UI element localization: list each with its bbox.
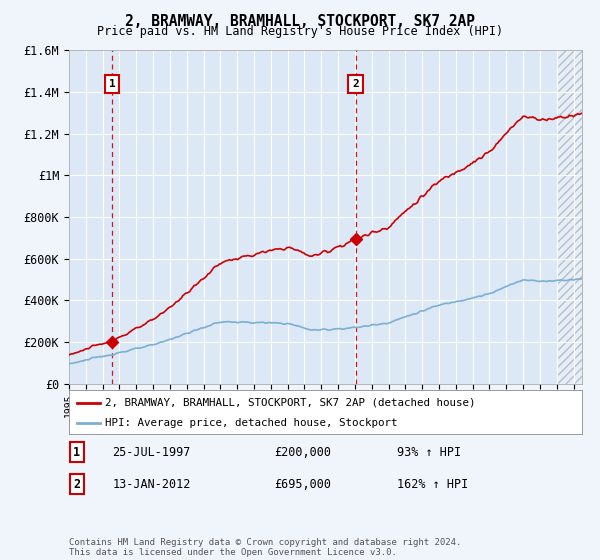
Text: 2, BRAMWAY, BRAMHALL, STOCKPORT, SK7 2AP (detached house): 2, BRAMWAY, BRAMHALL, STOCKPORT, SK7 2AP… <box>105 398 475 408</box>
Text: 162% ↑ HPI: 162% ↑ HPI <box>397 478 469 491</box>
Text: 2: 2 <box>352 79 359 88</box>
Text: Contains HM Land Registry data © Crown copyright and database right 2024.
This d: Contains HM Land Registry data © Crown c… <box>69 538 461 557</box>
Text: 1: 1 <box>73 446 80 459</box>
Text: £695,000: £695,000 <box>274 478 331 491</box>
Text: 2, BRAMWAY, BRAMHALL, STOCKPORT, SK7 2AP: 2, BRAMWAY, BRAMHALL, STOCKPORT, SK7 2AP <box>125 14 475 29</box>
Text: £200,000: £200,000 <box>274 446 331 459</box>
Text: HPI: Average price, detached house, Stockport: HPI: Average price, detached house, Stoc… <box>105 418 397 428</box>
Bar <box>557 50 582 384</box>
Text: Price paid vs. HM Land Registry's House Price Index (HPI): Price paid vs. HM Land Registry's House … <box>97 25 503 38</box>
Text: 1: 1 <box>109 79 115 88</box>
Text: 25-JUL-1997: 25-JUL-1997 <box>113 446 191 459</box>
Text: 2: 2 <box>73 478 80 491</box>
Text: 13-JAN-2012: 13-JAN-2012 <box>113 478 191 491</box>
Text: 93% ↑ HPI: 93% ↑ HPI <box>397 446 461 459</box>
